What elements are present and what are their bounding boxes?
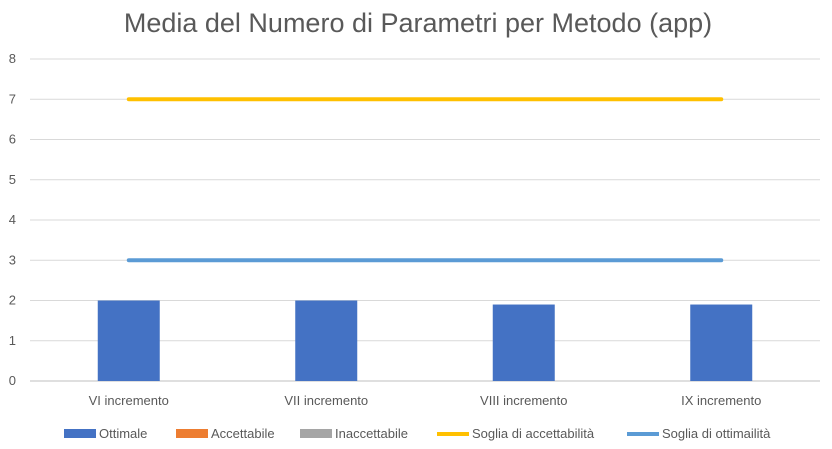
chart-title: Media del Numero di Parametri per Metodo…: [124, 8, 712, 38]
y-tick-label: 8: [9, 51, 16, 66]
legend-label: Ottimale: [99, 426, 147, 441]
legend-swatch: [300, 429, 332, 438]
legend-swatch: [176, 429, 208, 438]
y-tick-label: 5: [9, 172, 16, 187]
y-tick-label: 3: [9, 252, 16, 267]
x-tick-label: VIII incremento: [480, 393, 567, 408]
legend-label: Accettabile: [211, 426, 275, 441]
bars: [97, 300, 753, 381]
y-tick-label: 4: [9, 212, 16, 227]
y-tick-label: 7: [9, 91, 16, 106]
x-tick-label: VII incremento: [284, 393, 368, 408]
y-tick-label: 6: [9, 132, 16, 147]
bar-ottimale: [295, 300, 358, 381]
bar-ottimale: [690, 304, 753, 381]
bar-ottimale: [97, 300, 160, 381]
x-axis-ticks: VI incremento VII incremento VIII incremen…: [89, 393, 762, 408]
bar-ottimale: [492, 304, 555, 381]
legend-label: Soglia di ottimailità: [662, 426, 771, 441]
legend-label: Soglia di accettabilità: [472, 426, 595, 441]
y-tick-label: 0: [9, 373, 16, 388]
legend: Ottimale Accettabile Inaccettabile Soglia d…: [64, 426, 771, 441]
y-axis-ticks: 0 1 2 3 4 5 6 7 8: [9, 51, 16, 388]
legend-label: Inaccettabile: [335, 426, 408, 441]
threshold-lines: [126, 97, 724, 263]
x-tick-label: VI incremento: [89, 393, 169, 408]
y-tick-label: 2: [9, 293, 16, 308]
legend-swatch: [64, 429, 96, 438]
y-tick-label: 1: [9, 333, 16, 348]
x-tick-label: IX incremento: [681, 393, 761, 408]
